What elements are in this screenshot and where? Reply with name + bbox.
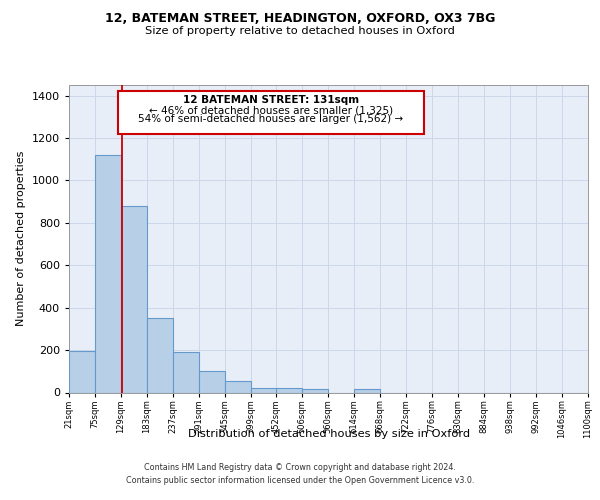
Text: Distribution of detached houses by size in Oxford: Distribution of detached houses by size … xyxy=(188,429,470,439)
Bar xyxy=(121,206,147,392)
Text: 54% of semi-detached houses are larger (1,562) →: 54% of semi-detached houses are larger (… xyxy=(139,114,404,124)
Bar xyxy=(95,156,121,392)
Text: Contains HM Land Registry data © Crown copyright and database right 2024.: Contains HM Land Registry data © Crown c… xyxy=(144,464,456,472)
Text: ← 46% of detached houses are smaller (1,325): ← 46% of detached houses are smaller (1,… xyxy=(149,105,393,115)
Text: 12 BATEMAN STREET: 131sqm: 12 BATEMAN STREET: 131sqm xyxy=(183,95,359,105)
Text: Size of property relative to detached houses in Oxford: Size of property relative to detached ho… xyxy=(145,26,455,36)
Bar xyxy=(199,372,225,392)
Text: Contains public sector information licensed under the Open Government Licence v3: Contains public sector information licen… xyxy=(126,476,474,485)
Bar xyxy=(354,389,380,392)
Bar xyxy=(147,318,173,392)
Bar xyxy=(251,388,277,392)
Text: 12, BATEMAN STREET, HEADINGTON, OXFORD, OX3 7BG: 12, BATEMAN STREET, HEADINGTON, OXFORD, … xyxy=(105,12,495,26)
Bar xyxy=(277,388,302,392)
Bar xyxy=(69,350,95,393)
Bar xyxy=(302,389,328,392)
Bar xyxy=(225,382,251,392)
FancyBboxPatch shape xyxy=(118,92,424,134)
Y-axis label: Number of detached properties: Number of detached properties xyxy=(16,151,26,326)
Bar xyxy=(173,352,199,393)
